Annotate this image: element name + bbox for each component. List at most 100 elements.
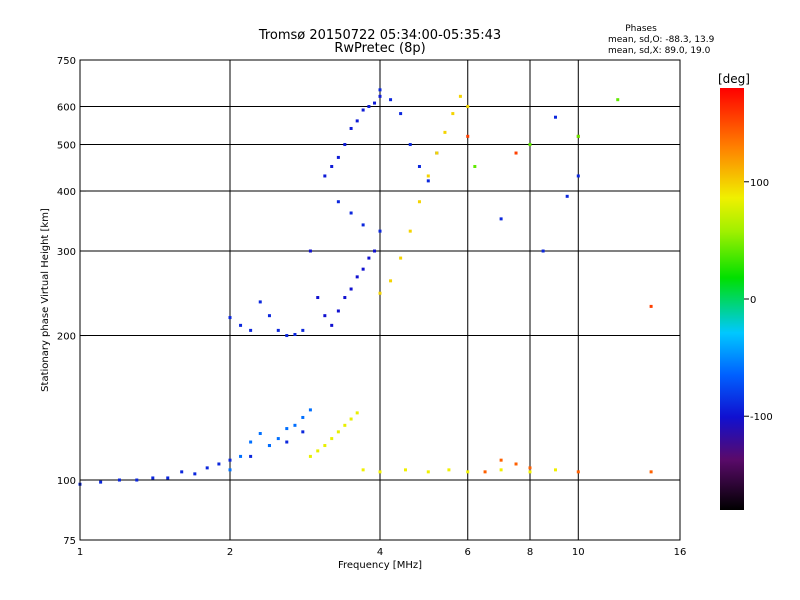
data-point (349, 417, 353, 421)
data-point (316, 449, 320, 453)
phases-stats-o-mode: mean, sd,O: -88.3, 13.9 (608, 35, 715, 45)
data-point (323, 444, 327, 448)
data-point (349, 211, 353, 215)
data-point (301, 328, 305, 332)
data-point (205, 466, 209, 470)
x-tick-label: 4 (377, 547, 383, 558)
data-point (417, 200, 421, 204)
data-point (239, 323, 243, 327)
data-point (528, 143, 532, 147)
data-point (180, 470, 184, 474)
data-point (565, 194, 569, 198)
data-point (343, 143, 347, 147)
data-point (293, 332, 297, 336)
colorbar-ticks: 100 0 -100 (744, 178, 773, 423)
data-point (349, 126, 353, 130)
data-point (541, 249, 545, 253)
data-point (361, 267, 365, 271)
data-point (458, 94, 462, 98)
data-point (361, 468, 365, 472)
data-point (99, 480, 103, 484)
y-tick-label: 75 (63, 536, 76, 547)
chart-subtitle: RwPretec (8p) (334, 41, 425, 56)
data-point (343, 296, 347, 300)
phases-stats-x-mode: mean, sd,X: 89.0, 19.0 (608, 46, 711, 56)
data-point (135, 478, 139, 482)
data-point (355, 275, 359, 279)
data-point (408, 229, 412, 233)
data-point (117, 478, 121, 482)
data-point (426, 179, 430, 183)
data-point (301, 430, 305, 434)
chart-title: Tromsø 20150722 05:34:00-05:35:43 (258, 28, 501, 43)
data-point (249, 328, 253, 332)
data-point (166, 476, 170, 480)
data-point (308, 249, 312, 253)
data-point (426, 470, 430, 474)
data-point (301, 415, 305, 419)
plot-area-frame (79, 59, 681, 541)
data-point (361, 223, 365, 227)
data-point (466, 470, 470, 474)
data-point (276, 437, 280, 441)
y-tick-label: 600 (57, 103, 76, 114)
data-point (267, 314, 271, 318)
data-point (399, 256, 403, 260)
data-point (151, 476, 155, 480)
data-point (553, 468, 557, 472)
colorbar-tick-label: -100 (750, 412, 773, 423)
x-tick-label: 16 (674, 547, 687, 558)
data-point (336, 155, 340, 159)
data-point (576, 174, 580, 178)
colorbar-label: [deg] (718, 72, 750, 86)
x-tick-label: 8 (527, 547, 533, 558)
data-point (367, 105, 371, 109)
data-point (378, 88, 382, 92)
data-point (373, 101, 377, 105)
data-point (514, 151, 518, 155)
y-tick-label: 300 (57, 247, 76, 258)
data-point (378, 229, 382, 233)
grid-lines (80, 60, 680, 540)
data-point (285, 427, 289, 431)
data-point (466, 134, 470, 138)
y-tick-label: 400 (57, 187, 76, 198)
data-point (355, 119, 359, 123)
data-point (249, 440, 253, 444)
data-point (330, 323, 334, 327)
y-tick-label: 500 (57, 141, 76, 152)
colorbar-tick-label: 100 (750, 178, 769, 189)
data-point (267, 444, 271, 448)
data-point (308, 454, 312, 458)
data-point (616, 98, 620, 102)
data-point (367, 256, 371, 260)
data-point (276, 328, 280, 332)
data-point (426, 174, 430, 178)
data-point (403, 468, 407, 472)
x-tick-label: 10 (572, 547, 585, 558)
data-point (308, 408, 312, 412)
data-point (435, 151, 439, 155)
data-point (228, 458, 232, 462)
y-axis-ticks: 75 100 200 300 400 500 600 750 (57, 56, 86, 547)
data-point (553, 115, 557, 119)
x-axis-label: Frequency [MHz] (338, 560, 422, 571)
data-point (193, 472, 197, 476)
data-point (285, 334, 289, 338)
data-point (330, 164, 334, 168)
data-point (466, 105, 470, 109)
data-point (499, 458, 503, 462)
x-tick-label: 6 (465, 547, 471, 558)
data-point (228, 316, 232, 320)
data-point (649, 470, 653, 474)
data-point (249, 454, 253, 458)
data-point (316, 296, 320, 300)
colorbar (720, 88, 744, 510)
data-point (285, 440, 289, 444)
data-points (78, 88, 653, 486)
data-point (499, 468, 503, 472)
data-point (389, 279, 393, 283)
x-tick-label: 1 (77, 547, 83, 558)
data-point (576, 470, 580, 474)
data-point (417, 164, 421, 168)
